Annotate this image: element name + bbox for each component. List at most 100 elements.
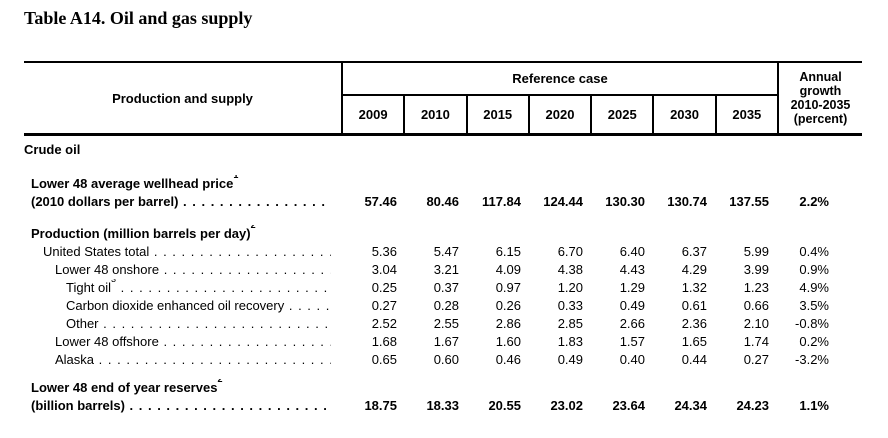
dot-leader: . . . . . . . . . . . . . . . . . . . . … <box>163 262 331 277</box>
year-value: 3.99 <box>743 262 769 277</box>
dot-leader: . . . . . . . . . . . . . . . . . . . . … <box>120 280 331 295</box>
year-value: 2.66 <box>619 316 645 331</box>
year-value: 0.49 <box>557 352 583 367</box>
oil-gas-supply-table: Production and supply Reference case 200… <box>24 61 862 415</box>
year-value: 0.25 <box>371 280 397 295</box>
year-value: 0.66 <box>743 298 769 313</box>
year-value: 2.52 <box>371 316 397 331</box>
footnote-marker: 1 <box>233 175 238 180</box>
year-value: 4.43 <box>619 262 645 277</box>
year-value: 1.74 <box>743 334 769 349</box>
growth-header-line: Annual <box>799 70 842 84</box>
growth-header-line: growth <box>799 84 842 98</box>
year-value: 1.68 <box>371 334 397 349</box>
year-column-header: 2025 <box>592 96 655 133</box>
growth-header-line: 2010-2035 <box>790 98 851 112</box>
year-value: 117.84 <box>481 194 521 209</box>
footnote-marker: 3 <box>111 279 116 284</box>
year-value: 6.40 <box>619 244 645 259</box>
growth-value: 0.4% <box>799 244 829 259</box>
dot-leader: . . . . . . . . . . . . . . . . . . . . … <box>98 352 331 367</box>
year-value: 2.55 <box>433 316 459 331</box>
year-value: 5.99 <box>743 244 769 259</box>
year-value: 0.65 <box>371 352 397 367</box>
year-value: 2.86 <box>495 316 521 331</box>
year-value: 130.74 <box>667 194 707 209</box>
table-body: Crude oil Lower 48 average wellhead price… <box>24 141 862 415</box>
year-value: 80.46 <box>426 194 459 209</box>
year-value: 0.60 <box>433 352 459 367</box>
table-row: United States total . . . . . . . . . . … <box>24 243 862 261</box>
year-value: 1.32 <box>681 280 707 295</box>
year-column-header: 2009 <box>343 96 406 133</box>
table-row: (2010 dollars per barrel) . . . . . . . … <box>24 193 862 211</box>
row-label: Tight oil3 . . . . . . . . . . . . . . .… <box>24 279 331 297</box>
year-value: 1.57 <box>619 334 645 349</box>
year-value: 18.33 <box>426 398 459 413</box>
year-value: 6.15 <box>495 244 521 259</box>
dot-leader: . . . . . . . . . . . . . . . . . . . . … <box>183 194 331 209</box>
table-row: Production (million barrels per day)2 <box>24 225 862 243</box>
growth-value: 3.5% <box>799 298 829 313</box>
table-row: Other . . . . . . . . . . . . . . . . . … <box>24 315 862 333</box>
year-value: 5.36 <box>371 244 397 259</box>
year-value: 57.46 <box>364 194 397 209</box>
year-column-header: 2030 <box>654 96 717 133</box>
year-column-header: 2035 <box>732 107 762 122</box>
table-row: Tight oil3 . . . . . . . . . . . . . . .… <box>24 279 862 297</box>
row-label: Lower 48 average wellhead price1 <box>24 175 331 193</box>
year-value: 0.28 <box>433 298 459 313</box>
year-value: 0.27 <box>371 298 397 313</box>
year-value: 1.65 <box>681 334 707 349</box>
growth-value: 2.2% <box>799 194 829 209</box>
year-value: 4.38 <box>557 262 583 277</box>
year-value: 24.34 <box>674 398 707 413</box>
year-header-row: 2009 2010 2015 2020 2025 2030 2035 <box>343 96 777 133</box>
reference-case-group: Reference case 2009 2010 2015 2020 2025 … <box>343 63 777 133</box>
year-value: 23.64 <box>612 398 645 413</box>
table-header: Production and supply Reference case 200… <box>24 61 862 136</box>
growth-value: 1.1% <box>799 398 829 413</box>
year-value: 0.49 <box>619 298 645 313</box>
dot-leader: . . . . . . . . . . . . . . . . . . . . … <box>163 334 331 349</box>
annual-growth-column-header: Annual growth 2010-2035 (percent) <box>777 63 862 133</box>
year-value: 2.85 <box>557 316 583 331</box>
year-value: 1.20 <box>557 280 583 295</box>
row-label: Lower 48 end of year reserves2 <box>24 379 331 397</box>
year-value: 2.10 <box>743 316 769 331</box>
row-label: Lower 48 offshore . . . . . . . . . . . … <box>24 333 331 351</box>
year-value: 0.37 <box>433 280 459 295</box>
row-label: Carbon dioxide enhanced oil recovery . .… <box>24 297 331 315</box>
year-column-header: 2015 <box>468 96 530 133</box>
year-value: 0.97 <box>495 280 521 295</box>
reference-case-header: Reference case <box>343 63 777 96</box>
year-value: 5.47 <box>433 244 459 259</box>
table-row: Carbon dioxide enhanced oil recovery . .… <box>24 297 862 315</box>
growth-value: 0.2% <box>799 334 829 349</box>
year-value: 0.44 <box>681 352 707 367</box>
growth-value: 0.9% <box>799 262 829 277</box>
year-value: 137.55 <box>729 194 769 209</box>
year-value: 18.75 <box>364 398 397 413</box>
table-row: Alaska . . . . . . . . . . . . . . . . .… <box>24 351 862 369</box>
growth-value: -0.8% <box>795 316 829 331</box>
table-row: Lower 48 end of year reserves2 <box>24 379 862 397</box>
growth-value: -3.2% <box>795 352 829 367</box>
year-value: 24.23 <box>736 398 769 413</box>
year-value: 124.44 <box>543 194 583 209</box>
year-value: 1.23 <box>743 280 769 295</box>
year-value: 23.02 <box>550 398 583 413</box>
year-value: 4.09 <box>495 262 521 277</box>
page-title: Table A14. Oil and gas supply <box>24 8 253 28</box>
dot-leader: . . . . . . . . . . . . . . . . . . . . … <box>103 316 331 331</box>
year-column-header: 2020 <box>530 96 593 133</box>
year-value: 0.61 <box>681 298 707 313</box>
year-value: 0.40 <box>619 352 645 367</box>
year-value: 1.67 <box>433 334 459 349</box>
stub-column-header: Production and supply <box>24 63 343 133</box>
growth-header-line: (percent) <box>793 112 848 126</box>
year-value: 3.21 <box>433 262 459 277</box>
dot-leader: . . . . . . . . . . . . . . . . . . . . … <box>129 398 331 413</box>
table-row: Lower 48 average wellhead price1 <box>24 175 862 193</box>
row-label: (2010 dollars per barrel) . . . . . . . … <box>24 193 331 211</box>
